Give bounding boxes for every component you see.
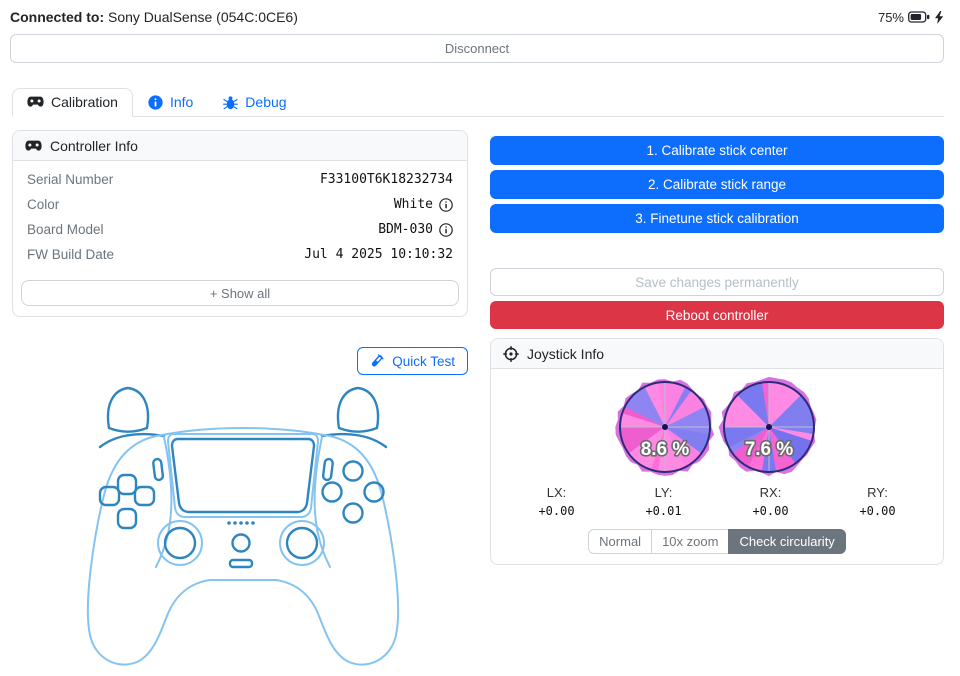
info-row-board: Board Model BDM-030 (27, 217, 453, 242)
gamepad-icon (25, 140, 42, 151)
row-value: F33100T6K18232734 (319, 172, 453, 187)
disconnect-button[interactable]: Disconnect (10, 34, 944, 63)
axis-value: +0.00 (859, 504, 896, 518)
dualsense-outline-icon (86, 386, 400, 666)
tab-bar: Calibration Info Debug (12, 88, 944, 117)
row-label: Serial Number (27, 172, 114, 187)
row-value: BDM-030 (378, 222, 453, 237)
info-icon (148, 94, 163, 110)
axis-label: RY: (867, 485, 888, 500)
axis-label: RX: (759, 485, 782, 500)
info-circle-icon[interactable] (439, 197, 453, 212)
plus-icon: + (209, 285, 218, 301)
row-label: Color (27, 197, 60, 212)
joystick-info-header: Joystick Info (491, 339, 943, 369)
info-row-serial: Serial Number F33100T6K18232734 (27, 167, 453, 192)
tab-debug-label: Debug (245, 94, 287, 110)
connected-device: Connected to: Sony DualSense (054C:0CE6) (10, 9, 298, 25)
left-stick-gauge: 8.6 % (615, 379, 715, 476)
finetune-calibration-button[interactable]: 3. Finetune stick calibration (490, 204, 944, 233)
info-row-color: Color White (27, 192, 453, 217)
tab-debug[interactable]: Debug (208, 88, 301, 117)
info-row-fwdate: FW Build Date Jul 4 2025 10:10:32 (27, 242, 453, 267)
tab-calibration[interactable]: Calibration (12, 88, 133, 117)
device-name: Sony DualSense (054C:0CE6) (108, 9, 298, 25)
gamepad-icon (27, 96, 44, 107)
tab-info[interactable]: Info (133, 88, 208, 117)
controller-info-header: Controller Info (13, 131, 467, 161)
charging-bolt-icon (935, 10, 944, 24)
axis-value: +0.01 (645, 504, 682, 518)
row-label: Board Model (27, 222, 104, 237)
right-circularity-value: 7.6 % (745, 439, 794, 460)
axis-ry: RY: +0.00 (824, 485, 931, 518)
left-circularity-value: 8.6 % (641, 439, 690, 460)
battery-status: 75% (878, 10, 944, 25)
axis-lx: LX: +0.00 (503, 485, 610, 518)
controller-info-card: Controller Info Serial Number F33100T6K1… (12, 130, 468, 317)
battery-icon (908, 11, 930, 23)
controller-drawing (62, 383, 468, 676)
bug-icon (223, 95, 239, 109)
row-value: Jul 4 2025 10:10:32 (304, 247, 453, 262)
mode-10x-zoom-button[interactable]: 10x zoom (651, 529, 730, 554)
crosshair-icon (503, 345, 519, 362)
axis-value: +0.00 (752, 504, 789, 518)
row-value-text: BDM-030 (378, 222, 433, 237)
axis-ly: LY: +0.01 (610, 485, 717, 518)
mode-normal-button[interactable]: Normal (588, 529, 653, 554)
show-all-label: Show all (221, 285, 271, 301)
circularity-gauges: 8.6 % 7.6 % (503, 375, 931, 479)
calibrate-center-button[interactable]: 1. Calibrate stick center (490, 136, 944, 165)
quick-test-label: Quick Test (392, 353, 455, 369)
axis-label: LX: (546, 485, 567, 500)
reboot-controller-button[interactable]: Reboot controller (490, 301, 944, 329)
view-mode-group: Normal 10x zoom Check circularity (503, 529, 931, 554)
tab-calibration-label: Calibration (51, 94, 118, 110)
quick-test-button[interactable]: Quick Test (357, 347, 468, 375)
row-label: FW Build Date (27, 247, 115, 262)
right-stick-gauge: 7.6 % (718, 376, 817, 476)
row-value: White (394, 197, 453, 212)
top-status-bar: Connected to: Sony DualSense (054C:0CE6)… (0, 0, 960, 25)
calibrate-range-button[interactable]: 2. Calibrate stick range (490, 170, 944, 199)
axes-readout: LX: +0.00 LY: +0.01 RX: +0.00 RY: +0.00 (503, 485, 931, 518)
info-circle-icon[interactable] (439, 222, 453, 237)
axis-rx: RX: +0.00 (717, 485, 824, 518)
battery-percent: 75% (877, 9, 904, 25)
tab-info-label: Info (169, 94, 194, 110)
show-all-button[interactable]: + Show all (21, 280, 459, 306)
joystick-info-card: Joystick Info 8.6 % 7.6 % LX: (490, 338, 944, 565)
axis-label: LY: (654, 485, 673, 500)
joystick-info-title: Joystick Info (527, 345, 605, 362)
row-value-text: White (393, 197, 433, 212)
axis-value: +0.00 (538, 504, 575, 518)
controller-info-title: Controller Info (50, 137, 138, 154)
save-changes-button[interactable]: Save changes permanently (490, 268, 944, 296)
test-tube-icon (372, 354, 384, 367)
connected-label: Connected to: (10, 9, 105, 25)
mode-check-circularity-button[interactable]: Check circularity (728, 529, 846, 554)
